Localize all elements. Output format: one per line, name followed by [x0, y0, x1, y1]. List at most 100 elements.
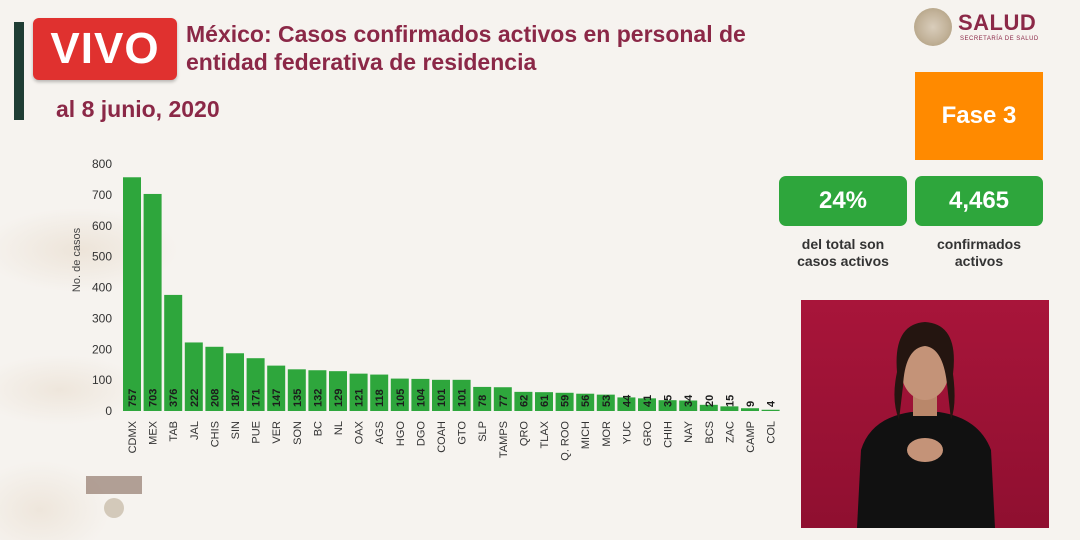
bar	[638, 398, 656, 411]
x-tick-label: OAX	[354, 420, 366, 444]
stat-percent-box: 24%	[779, 176, 907, 226]
bar-value-label: 757	[127, 389, 139, 407]
bar-value-label: 15	[724, 395, 736, 407]
bar-value-label: 4	[766, 400, 778, 407]
bar-value-label: 35	[663, 395, 675, 407]
bar-value-label: 187	[230, 389, 242, 407]
bar	[493, 387, 512, 411]
bar	[123, 177, 141, 411]
bar-value-label: 77	[498, 395, 510, 407]
bar	[287, 369, 306, 411]
bars: 757 703 376 222 208 187 171 147 135 132 129 121 118 1…	[123, 177, 780, 411]
y-tick-label: 500	[92, 250, 112, 264]
bar	[390, 378, 409, 411]
bar-value-label: 62	[518, 395, 530, 407]
bar-value-label: 132	[312, 389, 324, 407]
bar-value-label: 101	[457, 389, 469, 407]
bar-chart: 0 100 200 300 400 500 600 700 800 No. de casos 7…	[71, 157, 780, 461]
x-tick-label: COAH	[436, 421, 448, 453]
bar	[184, 342, 203, 411]
bar-value-label: 376	[168, 389, 180, 407]
y-tick-label: 600	[92, 219, 112, 233]
bar-value-label: 135	[292, 389, 304, 407]
bar-value-label: 41	[642, 395, 654, 407]
bar	[720, 406, 739, 411]
salud-logo: SALUD SECRETARÍA DE SALUD	[914, 6, 1054, 50]
bar	[679, 400, 698, 411]
phase-badge: Fase 3	[915, 72, 1043, 160]
bar	[164, 294, 183, 411]
bar-value-label: 703	[148, 389, 160, 407]
x-tick-label: CHIS	[209, 421, 221, 447]
bar	[432, 379, 450, 411]
stat-percent-caption: del total son casos activos	[779, 236, 907, 270]
bar	[205, 346, 224, 411]
x-tick-label: YUC	[621, 421, 633, 444]
bar-value-label: 9	[745, 401, 757, 407]
bar	[535, 392, 553, 411]
bar-value-label: 171	[251, 389, 263, 407]
x-tick-label: QRO	[518, 421, 530, 447]
x-tick-label: NAY	[683, 420, 695, 442]
caption-line: confirmados	[936, 236, 1021, 252]
y-tick-label: 800	[92, 157, 112, 171]
x-tick-label: CHIH	[663, 421, 675, 448]
x-tick-label: VER	[271, 421, 283, 444]
bar	[555, 392, 574, 411]
x-tick-label: SON	[292, 421, 304, 445]
bar	[411, 378, 430, 411]
seal-icon	[914, 8, 952, 46]
bar	[452, 379, 471, 411]
bar-value-label: 222	[189, 389, 201, 407]
bar	[473, 386, 492, 411]
bar-value-label: 104	[415, 388, 427, 407]
page-title: México: Casos confirmados activos en per…	[186, 20, 886, 76]
bar	[741, 408, 759, 411]
bar	[308, 370, 327, 411]
x-tick-label: HGO	[395, 421, 407, 447]
bar	[246, 358, 265, 411]
footer-emblem-icon	[86, 476, 142, 518]
y-tick-label: 0	[105, 404, 112, 418]
logo-text: SALUD	[958, 10, 1037, 35]
bar	[226, 353, 244, 411]
x-tick-label: COL	[766, 421, 778, 444]
y-tick-label: 100	[92, 373, 112, 387]
x-tick-label: NL	[333, 421, 345, 435]
stat-confirmed-box: 4,465	[915, 176, 1043, 226]
stat-confirmed-caption: confirmados activos	[915, 236, 1043, 270]
y-tick-label: 400	[92, 281, 112, 295]
x-tick-label: MEX	[148, 420, 160, 445]
sign-language-interpreter-video	[801, 300, 1049, 528]
bar-value-label: 129	[333, 389, 345, 407]
x-tick-label: CAMP	[745, 421, 757, 453]
bar-value-label: 59	[560, 395, 572, 407]
bar	[658, 400, 677, 411]
bar-value-label: 61	[539, 395, 551, 407]
x-tick-label: BC	[312, 421, 324, 436]
caption-line: del total son	[801, 236, 885, 252]
bar-value-label: 105	[395, 389, 407, 407]
logo-subtitle: SECRETARÍA DE SALUD	[960, 36, 1039, 42]
x-tick-label: SLP	[477, 421, 489, 442]
bar	[370, 374, 389, 411]
x-tick-label: Q. ROO	[560, 421, 572, 461]
bar	[699, 404, 718, 411]
bar	[329, 371, 347, 411]
bar	[514, 391, 533, 411]
live-badge: VIVO	[33, 18, 177, 80]
bar	[596, 394, 615, 411]
x-tick-label: JAL	[189, 421, 201, 440]
x-tick-label: DGO	[415, 421, 427, 447]
x-tick-label: TAMPS	[498, 421, 510, 458]
bar	[761, 409, 780, 411]
x-tick-label: SIN	[230, 421, 242, 439]
title-line-2: entidad federativa de residencia	[186, 49, 537, 75]
bar-value-label: 147	[271, 389, 283, 407]
bar-value-label: 208	[209, 389, 221, 407]
bar	[143, 193, 162, 411]
x-tick-label: ZAC	[724, 421, 736, 443]
bar-value-label: 20	[704, 395, 716, 407]
bar	[617, 397, 636, 411]
x-tick-label: PUE	[251, 421, 263, 444]
